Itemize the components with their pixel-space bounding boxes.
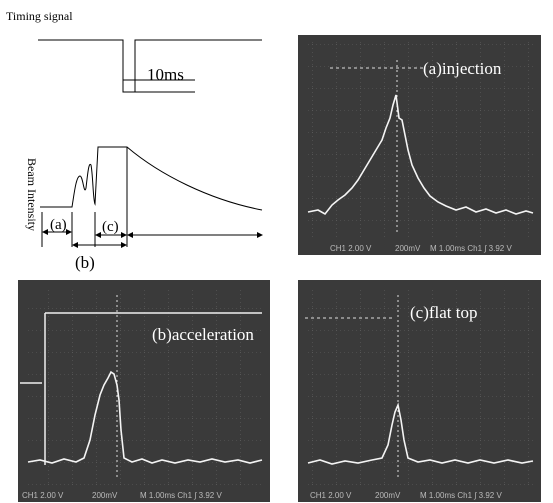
- interval-label: (a): [50, 217, 67, 233]
- interval-label: (c): [102, 219, 119, 235]
- timing-title: Timing signal: [6, 9, 73, 23]
- pulse-label: 10ms: [147, 65, 184, 84]
- scope-label: (c)flat top: [410, 303, 478, 322]
- scope-footer: 200mV: [92, 491, 118, 500]
- scope-b: (b)acceleration CH1 2.00 V 200mV M 1.00m…: [18, 280, 270, 502]
- scope-footer: CH1 2.00 V: [22, 491, 64, 500]
- scope-footer: CH1 2.00 V: [330, 244, 372, 253]
- scope-footer: 200mV: [375, 491, 401, 500]
- scope-label: (b)acceleration: [152, 325, 254, 344]
- scope-footer: M 1.00ms Ch1 ∫ 3.92 V: [430, 244, 512, 253]
- scope-a: (a)injection CH1 2.00 V 200mV M 1.00ms C…: [298, 35, 541, 255]
- y-label: Beam Intensity: [25, 158, 39, 231]
- scope-footer: CH1 2.00 V: [310, 491, 352, 500]
- timing-panel: Timing signal 10ms Beam Intensity (a) (b…: [6, 9, 263, 272]
- scope-footer: 200mV: [395, 244, 421, 253]
- beam-trace: [40, 146, 263, 211]
- scope-label: (a)injection: [423, 59, 502, 78]
- scope-c: (c)flat top CH1 2.00 V 200mV M 1.00ms Ch…: [298, 280, 541, 502]
- scope-footer: M 1.00ms Ch1 ∫ 3.92 V: [420, 491, 502, 500]
- scope-footer: M 1.00ms Ch1 ∫ 3.92 V: [140, 491, 222, 500]
- interval-label: (b): [75, 253, 95, 272]
- timing-signal: [38, 39, 262, 93]
